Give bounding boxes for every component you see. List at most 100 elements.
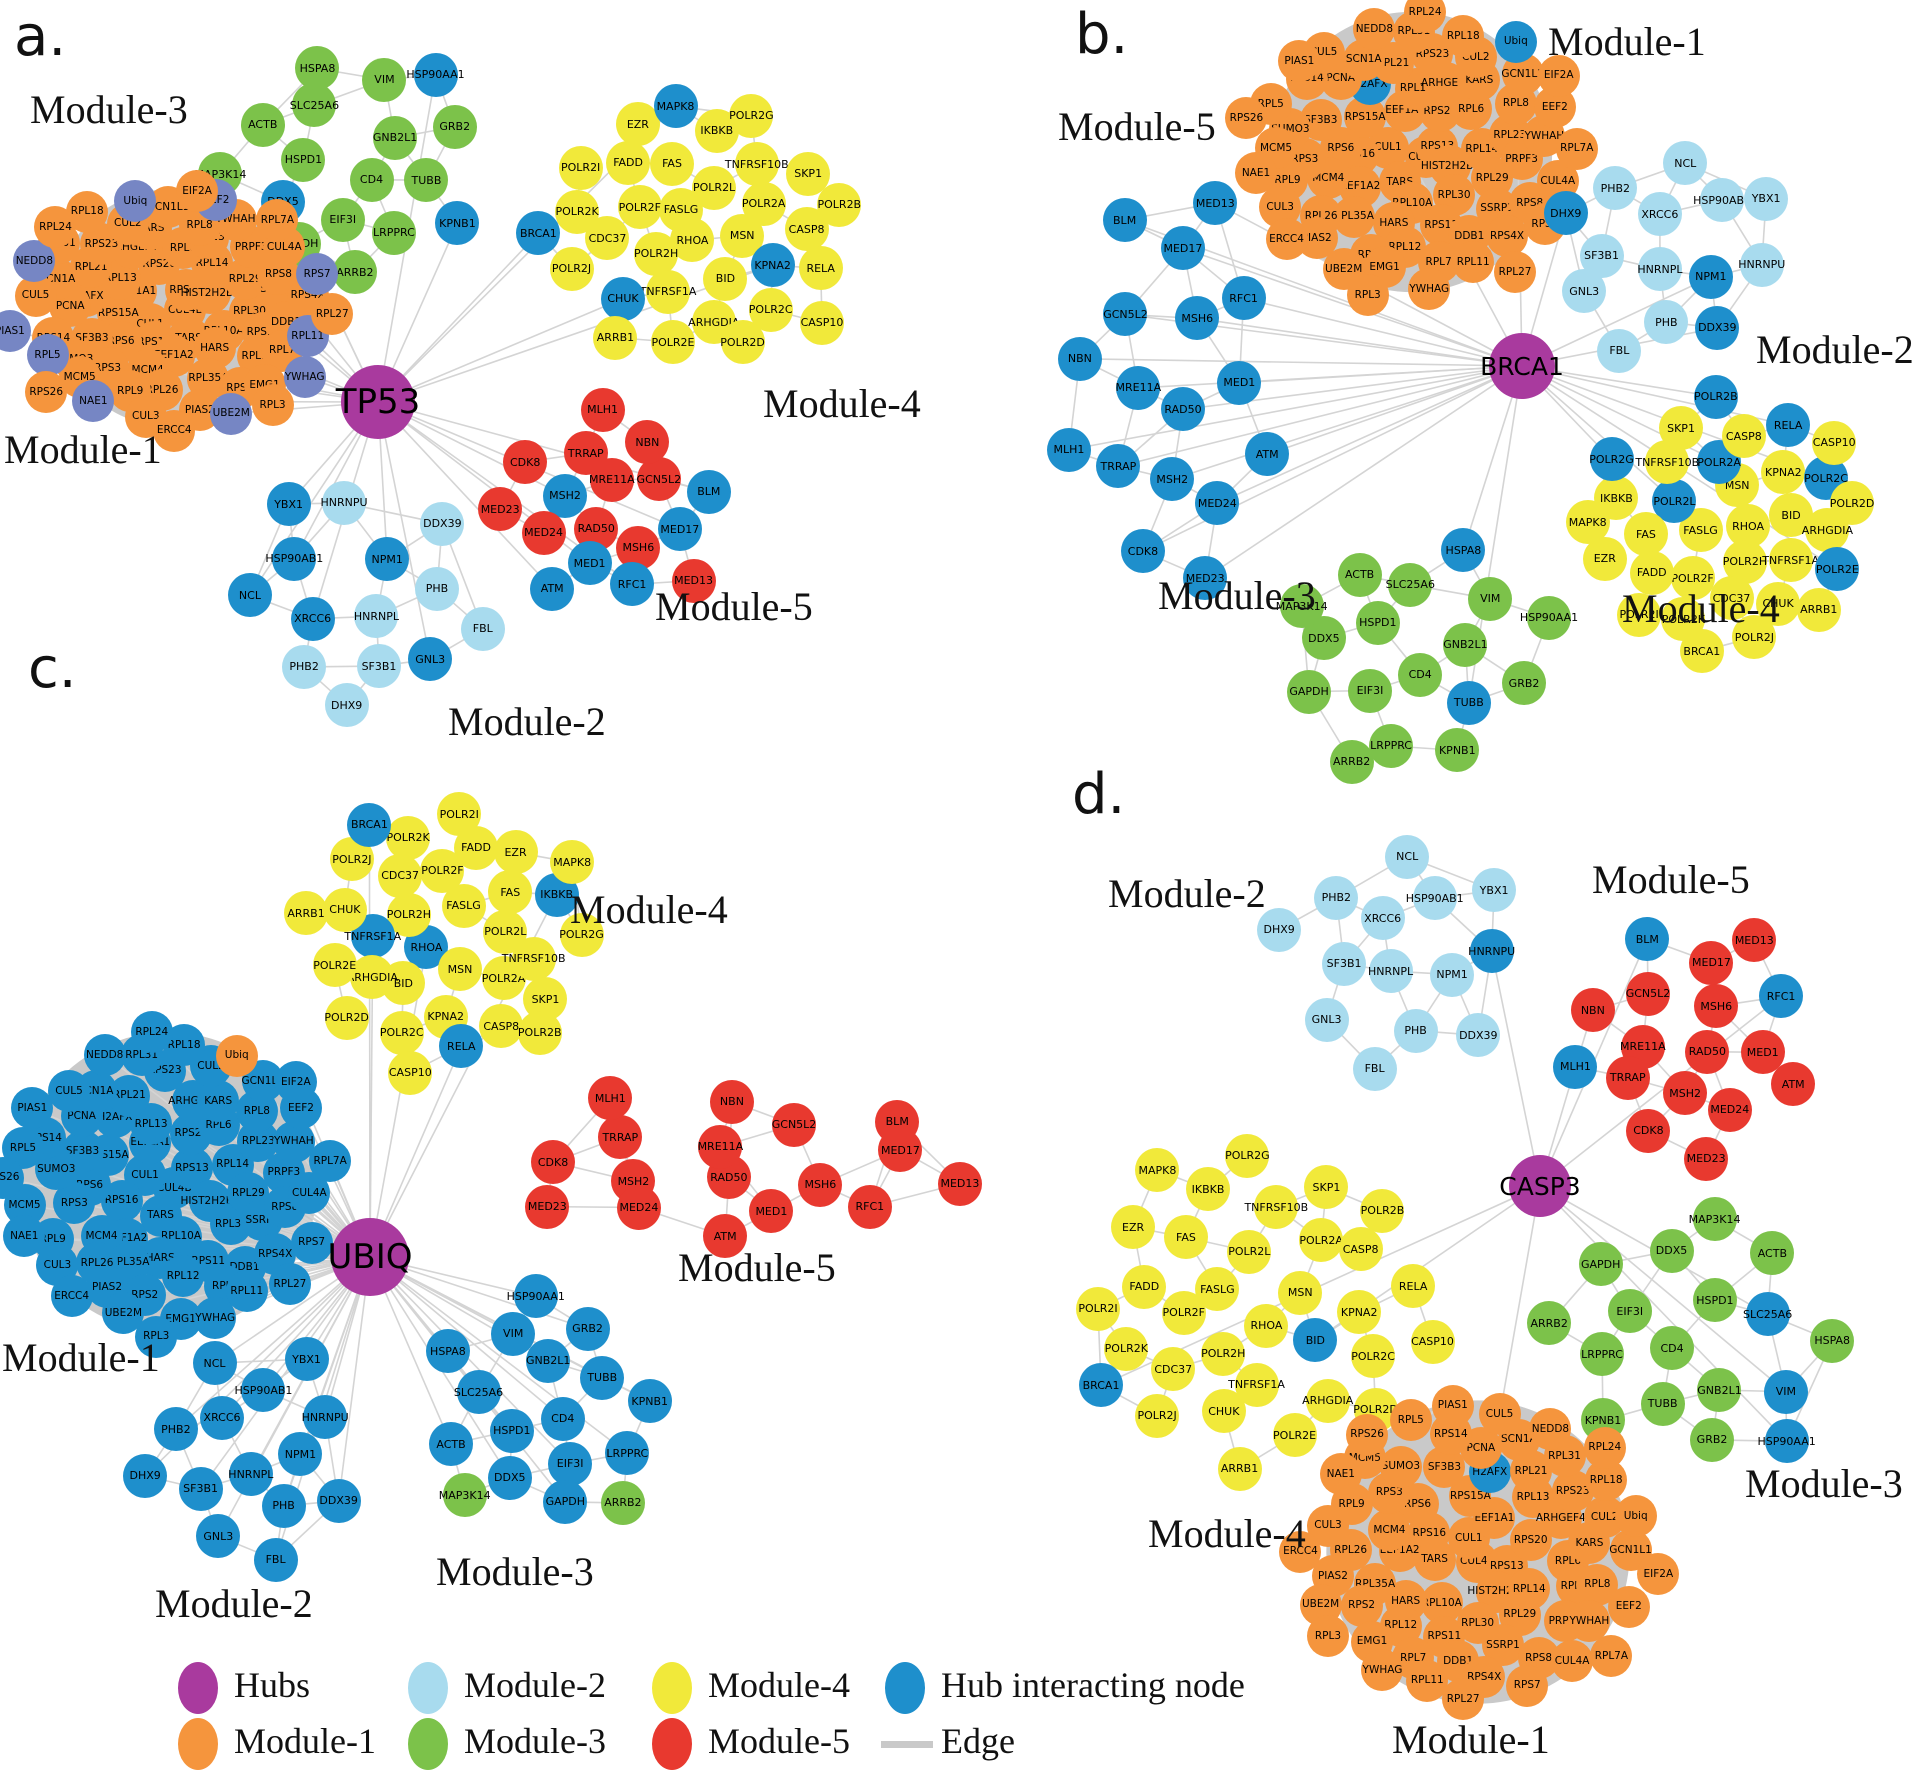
node-HSPD1[interactable]: HSPD1	[1692, 1278, 1737, 1323]
node-LRPPRC[interactable]: LRPPRC	[1580, 1332, 1625, 1377]
node-PHB[interactable]: PHB	[1393, 1008, 1438, 1053]
node-POLR2L[interactable]: POLR2L	[692, 165, 737, 210]
node-HNRNPL[interactable]: HNRNPL	[228, 1452, 273, 1497]
node-RPL3[interactable]: RPL3	[1306, 1614, 1349, 1657]
node-NPM1[interactable]: NPM1	[278, 1432, 323, 1477]
node-CD4[interactable]: CD4	[1398, 652, 1443, 697]
node-RELA[interactable]: RELA	[1391, 1264, 1436, 1309]
node-MAPK8[interactable]: MAPK8	[1565, 500, 1610, 545]
node-MED23[interactable]: MED23	[525, 1184, 570, 1229]
node-RPL11[interactable]: RPL11	[225, 1270, 268, 1313]
node-POLR2F[interactable]: POLR2F	[1161, 1290, 1206, 1335]
hub-TP53[interactable]: TP53	[336, 365, 420, 439]
node-EZR[interactable]: EZR	[615, 102, 660, 147]
node-RHOA[interactable]: RHOA	[1244, 1303, 1289, 1348]
node-POLR2G[interactable]: POLR2G	[1589, 437, 1634, 482]
node-KARS[interactable]: KARS	[197, 1080, 240, 1123]
node-RFC1[interactable]: RFC1	[847, 1184, 892, 1229]
node-CASP10[interactable]: CASP10	[1812, 420, 1857, 465]
node-CHUK[interactable]: CHUK	[600, 276, 645, 321]
node-MED13[interactable]: MED13	[937, 1161, 982, 1206]
node-TNFRSF10B[interactable]: TNFRSF10B	[1244, 1185, 1308, 1230]
node-NPM1[interactable]: NPM1	[365, 537, 410, 582]
node-TUBB[interactable]: TUBB	[404, 158, 449, 203]
node-MED17[interactable]: MED17	[1160, 226, 1205, 271]
node-POLR2E[interactable]: POLR2E	[1272, 1413, 1317, 1458]
node-KPNB1[interactable]: KPNB1	[435, 201, 480, 246]
node-YBX1[interactable]: YBX1	[1744, 176, 1789, 221]
node-HSP90AA1[interactable]: HSP90AA1	[406, 52, 465, 97]
node-HNRNPU[interactable]: HNRNPU	[321, 480, 368, 525]
node-HNRNPU[interactable]: HNRNPU	[302, 1395, 349, 1440]
node-ARRB1[interactable]: ARRB1	[1217, 1446, 1262, 1491]
node-RPS7[interactable]: RPS7	[290, 1221, 333, 1264]
node-SUMO3[interactable]: SUMO3	[1379, 1445, 1422, 1488]
node-TRRAP[interactable]: TRRAP	[1096, 444, 1141, 489]
node-PIAS1[interactable]: PIAS1	[11, 1086, 54, 1129]
node-FBL[interactable]: FBL	[253, 1537, 298, 1582]
node-TRRAP[interactable]: TRRAP	[563, 431, 608, 476]
node-RPL27[interactable]: RPL27	[1494, 251, 1537, 294]
node-MAPK8[interactable]: MAPK8	[550, 840, 595, 885]
node-PHB[interactable]: PHB	[1644, 300, 1689, 345]
node-MSH2[interactable]: MSH2	[1150, 457, 1195, 502]
node-VIM[interactable]: VIM	[1468, 576, 1513, 621]
node-NBN[interactable]: NBN	[1057, 336, 1102, 381]
node-TNFRSF1A[interactable]: TNFRSF1A	[1762, 538, 1819, 583]
node-CUL4A[interactable]: CUL4A	[1551, 1640, 1594, 1683]
node-MED23[interactable]: MED23	[1183, 556, 1228, 601]
node-MCM4[interactable]: MCM4	[1368, 1509, 1411, 1552]
node-NAE1[interactable]: NAE1	[72, 380, 115, 423]
node-RPL24[interactable]: RPL24	[1583, 1426, 1626, 1469]
node-DHX9[interactable]: DHX9	[123, 1453, 168, 1498]
node-BLM[interactable]: BLM	[686, 469, 731, 514]
node-POLR2K[interactable]: POLR2K	[386, 815, 431, 860]
node-POLR2C[interactable]: POLR2C	[379, 1010, 424, 1055]
node-ERCC4[interactable]: ERCC4	[1265, 218, 1308, 261]
node-GNL3[interactable]: GNL3	[1304, 997, 1349, 1042]
node-YWHAG[interactable]: YWHAG	[194, 1297, 237, 1340]
node-YWHAH[interactable]: YWHAH	[1568, 1599, 1611, 1642]
node-TUBB[interactable]: TUBB	[1446, 680, 1491, 725]
hub-CASP3[interactable]: CASP3	[1499, 1155, 1581, 1217]
node-POLR2F[interactable]: POLR2F	[1670, 556, 1715, 601]
node-FAS[interactable]: FAS	[488, 870, 533, 915]
node-EEF2[interactable]: EEF2	[1607, 1585, 1650, 1628]
node-RFC1[interactable]: RFC1	[1759, 974, 1804, 1019]
node-BLM[interactable]: BLM	[1102, 198, 1147, 243]
hub-BRCA1[interactable]: BRCA1	[1480, 333, 1564, 399]
node-HSPD1[interactable]: HSPD1	[489, 1408, 534, 1453]
node-EIF2A[interactable]: EIF2A	[274, 1061, 317, 1104]
node-POLR2B[interactable]: POLR2B	[517, 1010, 562, 1055]
node-RAD50[interactable]: RAD50	[1161, 387, 1205, 432]
node-POLR2I[interactable]: POLR2I	[437, 792, 482, 837]
node-ARRB1[interactable]: ARRB1	[284, 891, 329, 936]
node-CASP10[interactable]: CASP10	[388, 1050, 433, 1095]
node-MED24[interactable]: MED24	[1707, 1087, 1752, 1132]
node-MED1[interactable]: MED1	[1217, 360, 1262, 405]
node-LRPPRC[interactable]: LRPPRC	[1369, 723, 1414, 768]
node-NBN[interactable]: NBN	[625, 420, 670, 465]
node-HSPA8[interactable]: HSPA8	[1441, 528, 1486, 573]
node-CD4[interactable]: CD4	[540, 1396, 585, 1441]
node-NEDD8[interactable]: NEDD8	[83, 1034, 126, 1077]
node-ACTB[interactable]: ACTB	[1750, 1231, 1795, 1276]
node-RPL27[interactable]: RPL27	[268, 1263, 311, 1306]
node-NCL[interactable]: NCL	[227, 573, 272, 618]
node-POLR2I[interactable]: POLR2I	[1617, 592, 1662, 637]
node-RPL27[interactable]: RPL27	[1442, 1678, 1485, 1721]
node-RFC1[interactable]: RFC1	[1221, 276, 1266, 321]
node-LRPPRC[interactable]: LRPPRC	[605, 1431, 650, 1476]
node-RPL12[interactable]: RPL12	[162, 1255, 205, 1298]
node-ACTB[interactable]: ACTB	[240, 102, 285, 147]
node-GAPDH[interactable]: GAPDH	[1578, 1242, 1623, 1287]
node-HSPA8[interactable]: HSPA8	[425, 1329, 470, 1374]
node-BRCA1[interactable]: BRCA1	[1679, 629, 1724, 674]
node-EZR[interactable]: EZR	[1582, 536, 1627, 581]
node-RPS26[interactable]: RPS26	[1346, 1413, 1389, 1456]
node-RPL35A[interactable]: RPL35A	[1332, 195, 1375, 238]
node-CUL5[interactable]: CUL5	[1478, 1393, 1521, 1436]
node-HSP90AA1[interactable]: HSP90AA1	[507, 1274, 565, 1319]
node-MED23[interactable]: MED23	[1684, 1136, 1729, 1181]
node-POLR2J[interactable]: POLR2J	[549, 246, 594, 291]
